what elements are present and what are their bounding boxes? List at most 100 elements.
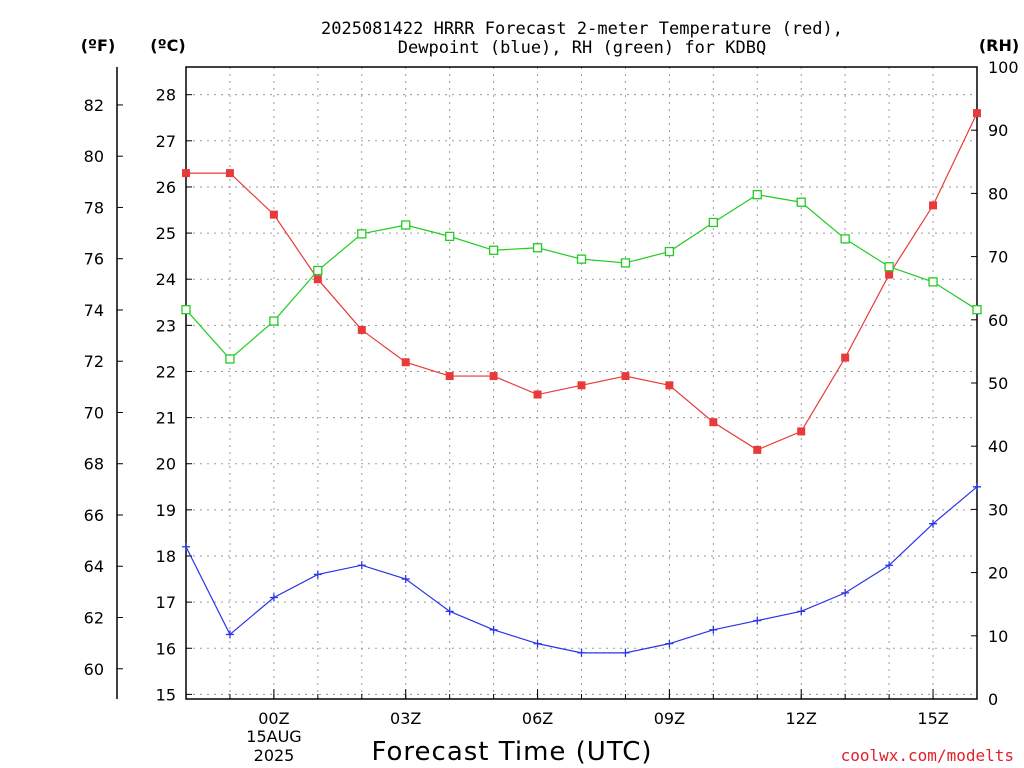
dewpoint-point (753, 616, 762, 625)
dewpoint-point (182, 542, 190, 551)
rh-point (840, 234, 850, 244)
dewpoint-point (577, 648, 586, 657)
rh-tick-label: 90 (988, 121, 1008, 140)
temperature-point (445, 372, 454, 381)
fahrenheit-tick-label: 60 (84, 660, 104, 679)
dewpoint-point (225, 630, 234, 639)
rh-point (620, 258, 631, 268)
temperature-point (269, 210, 278, 219)
temperature-point (929, 201, 938, 210)
temperature-point (797, 427, 806, 436)
rh-point (181, 305, 191, 315)
celsius-tick-label: 23 (156, 316, 176, 335)
celsius-unit-label: (ºC) (150, 36, 185, 55)
rh-point (664, 246, 675, 257)
celsius-tick-label: 22 (156, 362, 176, 381)
temperature-point (753, 445, 762, 454)
chart-title-line-2: Dewpoint (blue), RH (green) for KDBQ (398, 38, 766, 58)
dewpoint-point (401, 575, 410, 584)
rh-unit-label: (RH) (979, 36, 1019, 55)
dewpoint-point (489, 625, 498, 634)
temperature-point (709, 418, 718, 427)
fahrenheit-tick-label: 66 (84, 506, 104, 525)
chart-title-line-1: 2025081422 HRRR Forecast 2-meter Tempera… (321, 19, 843, 39)
axes (116, 66, 978, 700)
date-day-label: 15AUG (246, 727, 301, 746)
dewpoint-point (929, 519, 938, 528)
rh-tick-label: 100 (988, 58, 1019, 77)
rh-tick-label: 30 (988, 500, 1008, 519)
celsius-tick-label: 15 (156, 685, 176, 704)
temperature-point (533, 390, 542, 399)
fahrenheit-tick-label: 76 (84, 250, 104, 269)
fahrenheit-tick-label: 64 (84, 557, 104, 576)
rh-point (225, 354, 235, 364)
rh-point (708, 217, 718, 228)
rh-point (401, 220, 411, 230)
fahrenheit-tick-label: 68 (84, 455, 104, 474)
celsius-tick-label: 24 (156, 270, 176, 289)
rh-point (488, 245, 499, 255)
fahrenheit-unit-label: (ºF) (81, 36, 116, 55)
dewpoint-point (533, 639, 542, 648)
dewpoint-point (709, 625, 718, 634)
temperature-point (621, 372, 630, 381)
rh-tick-label: 10 (988, 627, 1008, 646)
dewpoint-point (621, 648, 630, 657)
rh-tick-label: 20 (988, 564, 1008, 583)
celsius-tick-label: 27 (156, 132, 176, 151)
temperature-point (357, 325, 366, 334)
credit-text: coolwx.com/modelts (841, 746, 1014, 765)
data-series (181, 109, 982, 657)
rh-point (576, 254, 587, 264)
x-axis-title: Forecast Time (UTC) (371, 737, 652, 767)
grid-lines (186, 67, 977, 699)
tick-labels: 15 16 17 18 19 20 21 22 23 24 25 26 27 28 60 62 64 66 68 70… (84, 58, 1019, 728)
temperature-point (401, 358, 410, 367)
rh-tick-label: 80 (988, 184, 1008, 203)
rh-point (928, 277, 938, 287)
rh-point (884, 262, 894, 272)
dewpoint-series (182, 482, 981, 657)
date-year-label: 2025 (254, 746, 295, 765)
x-tick-label: 09Z (654, 709, 685, 728)
x-tick-label: 03Z (390, 709, 421, 728)
dewpoint-point (269, 593, 278, 602)
celsius-tick-label: 16 (156, 639, 176, 658)
fahrenheit-tick-label: 74 (84, 301, 104, 320)
rh-tick-label: 40 (988, 437, 1008, 456)
temperature-point (577, 381, 586, 390)
rh-tick-label: 60 (988, 311, 1008, 330)
x-tick-label: 06Z (522, 709, 553, 728)
rh-tick-label: 0 (988, 690, 998, 709)
celsius-tick-label: 26 (156, 178, 176, 197)
rh-point (532, 243, 543, 253)
celsius-tick-label: 21 (156, 409, 176, 428)
temperature-point (841, 353, 850, 362)
dewpoint-point (357, 561, 366, 570)
temperature-point (313, 275, 322, 284)
celsius-tick-label: 20 (156, 455, 176, 474)
fahrenheit-tick-label: 70 (84, 403, 104, 422)
rh-point (796, 197, 806, 207)
dewpoint-point (445, 607, 454, 616)
fahrenheit-tick-label: 72 (84, 352, 104, 371)
rh-point (972, 305, 982, 315)
x-tick-label: 15Z (917, 709, 948, 728)
temperature-line (186, 112, 978, 451)
rh-point (445, 231, 455, 242)
rh-point (269, 316, 279, 326)
rh-series (181, 190, 982, 364)
rh-tick-label: 50 (988, 374, 1008, 393)
dewpoint-point (841, 588, 850, 597)
celsius-tick-label: 19 (156, 501, 176, 520)
temperature-point (489, 372, 498, 381)
fahrenheit-tick-label: 82 (84, 96, 104, 115)
fahrenheit-tick-label: 62 (84, 609, 104, 628)
temperature-point (973, 109, 981, 118)
x-tick-label: 00Z (258, 709, 289, 728)
temperature-point (885, 270, 894, 279)
temperature-point (225, 169, 234, 178)
temperature-series (182, 109, 981, 454)
